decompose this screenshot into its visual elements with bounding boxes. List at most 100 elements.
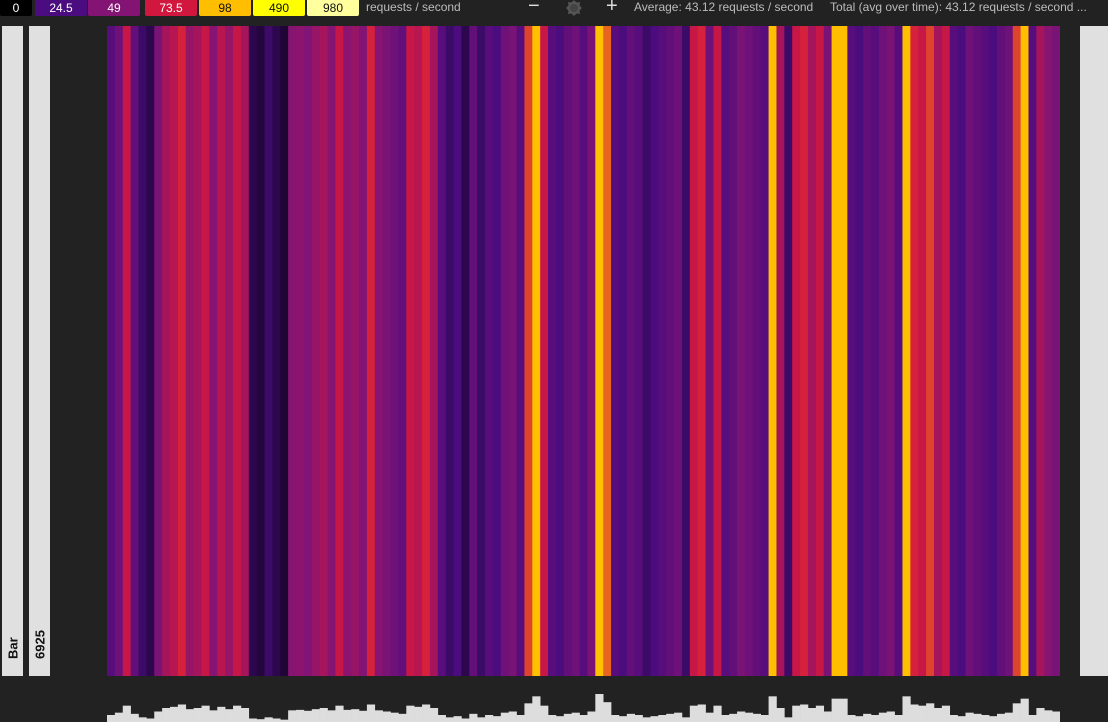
- heatmap-cell[interactable]: [170, 26, 179, 676]
- heatmap-cell[interactable]: [288, 26, 297, 676]
- heatmap-cell[interactable]: [296, 26, 305, 676]
- heatmap-cell[interactable]: [1004, 26, 1014, 676]
- heatmap-cell[interactable]: [737, 26, 746, 676]
- heatmap-cell[interactable]: [721, 26, 730, 676]
- heatmap-cell[interactable]: [681, 26, 691, 676]
- heatmap-cell[interactable]: [240, 26, 250, 676]
- brightness-icon[interactable]: [566, 0, 582, 18]
- heatmap-cell[interactable]: [571, 26, 581, 676]
- heatmap-cell[interactable]: [918, 26, 927, 676]
- heatmap-cell[interactable]: [989, 26, 998, 676]
- heatmap-cell[interactable]: [154, 26, 163, 676]
- heatmap-cell[interactable]: [579, 26, 589, 676]
- heatmap-cell[interactable]: [815, 26, 825, 676]
- heatmap-cell[interactable]: [146, 26, 155, 676]
- heatmap-cell[interactable]: [563, 26, 573, 676]
- heatmap-cell[interactable]: [1020, 26, 1030, 676]
- heatmap-cell[interactable]: [343, 26, 352, 676]
- heatmap-cell[interactable]: [516, 26, 526, 676]
- heatmap-cell[interactable]: [201, 26, 210, 676]
- heatmap-cell[interactable]: [414, 26, 423, 676]
- heatmap-cell[interactable]: [902, 26, 911, 676]
- heatmap-cell[interactable]: [965, 26, 974, 676]
- heatmap-cell[interactable]: [831, 26, 841, 676]
- heatmap-cell[interactable]: [382, 26, 392, 676]
- heatmap-cell[interactable]: [555, 26, 565, 676]
- heatmap-cell[interactable]: [996, 26, 1006, 676]
- heatmap-cell[interactable]: [933, 26, 943, 676]
- heatmap-cell[interactable]: [1052, 26, 1060, 676]
- heatmap-cell[interactable]: [744, 26, 754, 676]
- heatmap-cell[interactable]: [327, 26, 337, 676]
- heatmap-cell[interactable]: [422, 26, 431, 676]
- heatmap-cell[interactable]: [256, 26, 266, 676]
- heatmap-cell[interactable]: [319, 26, 329, 676]
- heatmap-cell[interactable]: [272, 26, 281, 676]
- heatmap-cell[interactable]: [910, 26, 919, 676]
- heatmap-cell[interactable]: [957, 26, 967, 676]
- heatmap-cell[interactable]: [674, 26, 683, 676]
- heatmap-cell[interactable]: [973, 26, 982, 676]
- heatmap[interactable]: [107, 26, 1060, 676]
- heatmap-cell[interactable]: [870, 26, 880, 676]
- zoom-in-button[interactable]: +: [606, 0, 618, 17]
- heatmap-cell[interactable]: [429, 26, 439, 676]
- heatmap-cell[interactable]: [359, 26, 368, 676]
- heatmap-cell[interactable]: [374, 26, 384, 676]
- heatmap-cell[interactable]: [689, 26, 699, 676]
- heatmap-cell[interactable]: [949, 26, 959, 676]
- heatmap-cell[interactable]: [1044, 26, 1053, 676]
- heatmap-cell[interactable]: [138, 26, 147, 676]
- heatmap-cell[interactable]: [618, 26, 628, 676]
- heatmap-cell[interactable]: [492, 26, 502, 676]
- heatmap-cell[interactable]: [760, 26, 770, 676]
- heatmap-cell[interactable]: [209, 26, 218, 676]
- heatmap-cell[interactable]: [697, 26, 707, 676]
- heatmap-cell[interactable]: [1028, 26, 1037, 676]
- heatmap-cell[interactable]: [469, 26, 478, 676]
- heatmap-cell[interactable]: [658, 26, 667, 676]
- heatmap-cell[interactable]: [540, 26, 549, 676]
- heatmap-cell[interactable]: [193, 26, 203, 676]
- heatmap-cell[interactable]: [406, 26, 415, 676]
- heatmap-cell[interactable]: [603, 26, 612, 676]
- heatmap-cell[interactable]: [587, 26, 596, 676]
- heatmap-cell[interactable]: [863, 26, 872, 676]
- heatmap-cell[interactable]: [390, 26, 400, 676]
- heatmap-cell[interactable]: [437, 26, 447, 676]
- heatmap-cell[interactable]: [162, 26, 171, 676]
- heatmap-cell[interactable]: [839, 26, 848, 676]
- heatmap-cell[interactable]: [666, 26, 675, 676]
- heatmap-cell[interactable]: [264, 26, 273, 676]
- heatmap-cell[interactable]: [177, 26, 187, 676]
- heatmap-cell[interactable]: [508, 26, 518, 676]
- heatmap-cell[interactable]: [626, 26, 636, 676]
- heatmap-cell[interactable]: [768, 26, 778, 676]
- heatmap-cell[interactable]: [792, 26, 801, 676]
- heatmap-cell[interactable]: [548, 26, 557, 676]
- heatmap-cell[interactable]: [926, 26, 935, 676]
- heatmap-cell[interactable]: [878, 26, 888, 676]
- heatmap-cell[interactable]: [461, 26, 470, 676]
- heatmap-cell[interactable]: [886, 26, 896, 676]
- heatmap-cell[interactable]: [855, 26, 864, 676]
- heatmap-cell[interactable]: [122, 26, 132, 676]
- heatmap-cell[interactable]: [303, 26, 313, 676]
- heatmap-cell[interactable]: [280, 26, 289, 676]
- heatmap-cell[interactable]: [477, 26, 486, 676]
- heatmap-cell[interactable]: [823, 26, 833, 676]
- heatmap-cell[interactable]: [445, 26, 455, 676]
- zoom-out-button[interactable]: −: [528, 0, 540, 17]
- heatmap-cell[interactable]: [485, 26, 494, 676]
- heatmap-cell[interactable]: [650, 26, 659, 676]
- heatmap-cell[interactable]: [233, 26, 242, 676]
- heatmap-cell[interactable]: [351, 26, 360, 676]
- heatmap-cell[interactable]: [248, 26, 258, 676]
- heatmap-cell[interactable]: [784, 26, 793, 676]
- heatmap-cell[interactable]: [752, 26, 762, 676]
- heatmap-cell[interactable]: [941, 26, 951, 676]
- heatmap-cell[interactable]: [1012, 26, 1022, 676]
- heatmap-cell[interactable]: [894, 26, 904, 676]
- heatmap-cell[interactable]: [981, 26, 990, 676]
- heatmap-cell[interactable]: [114, 26, 124, 676]
